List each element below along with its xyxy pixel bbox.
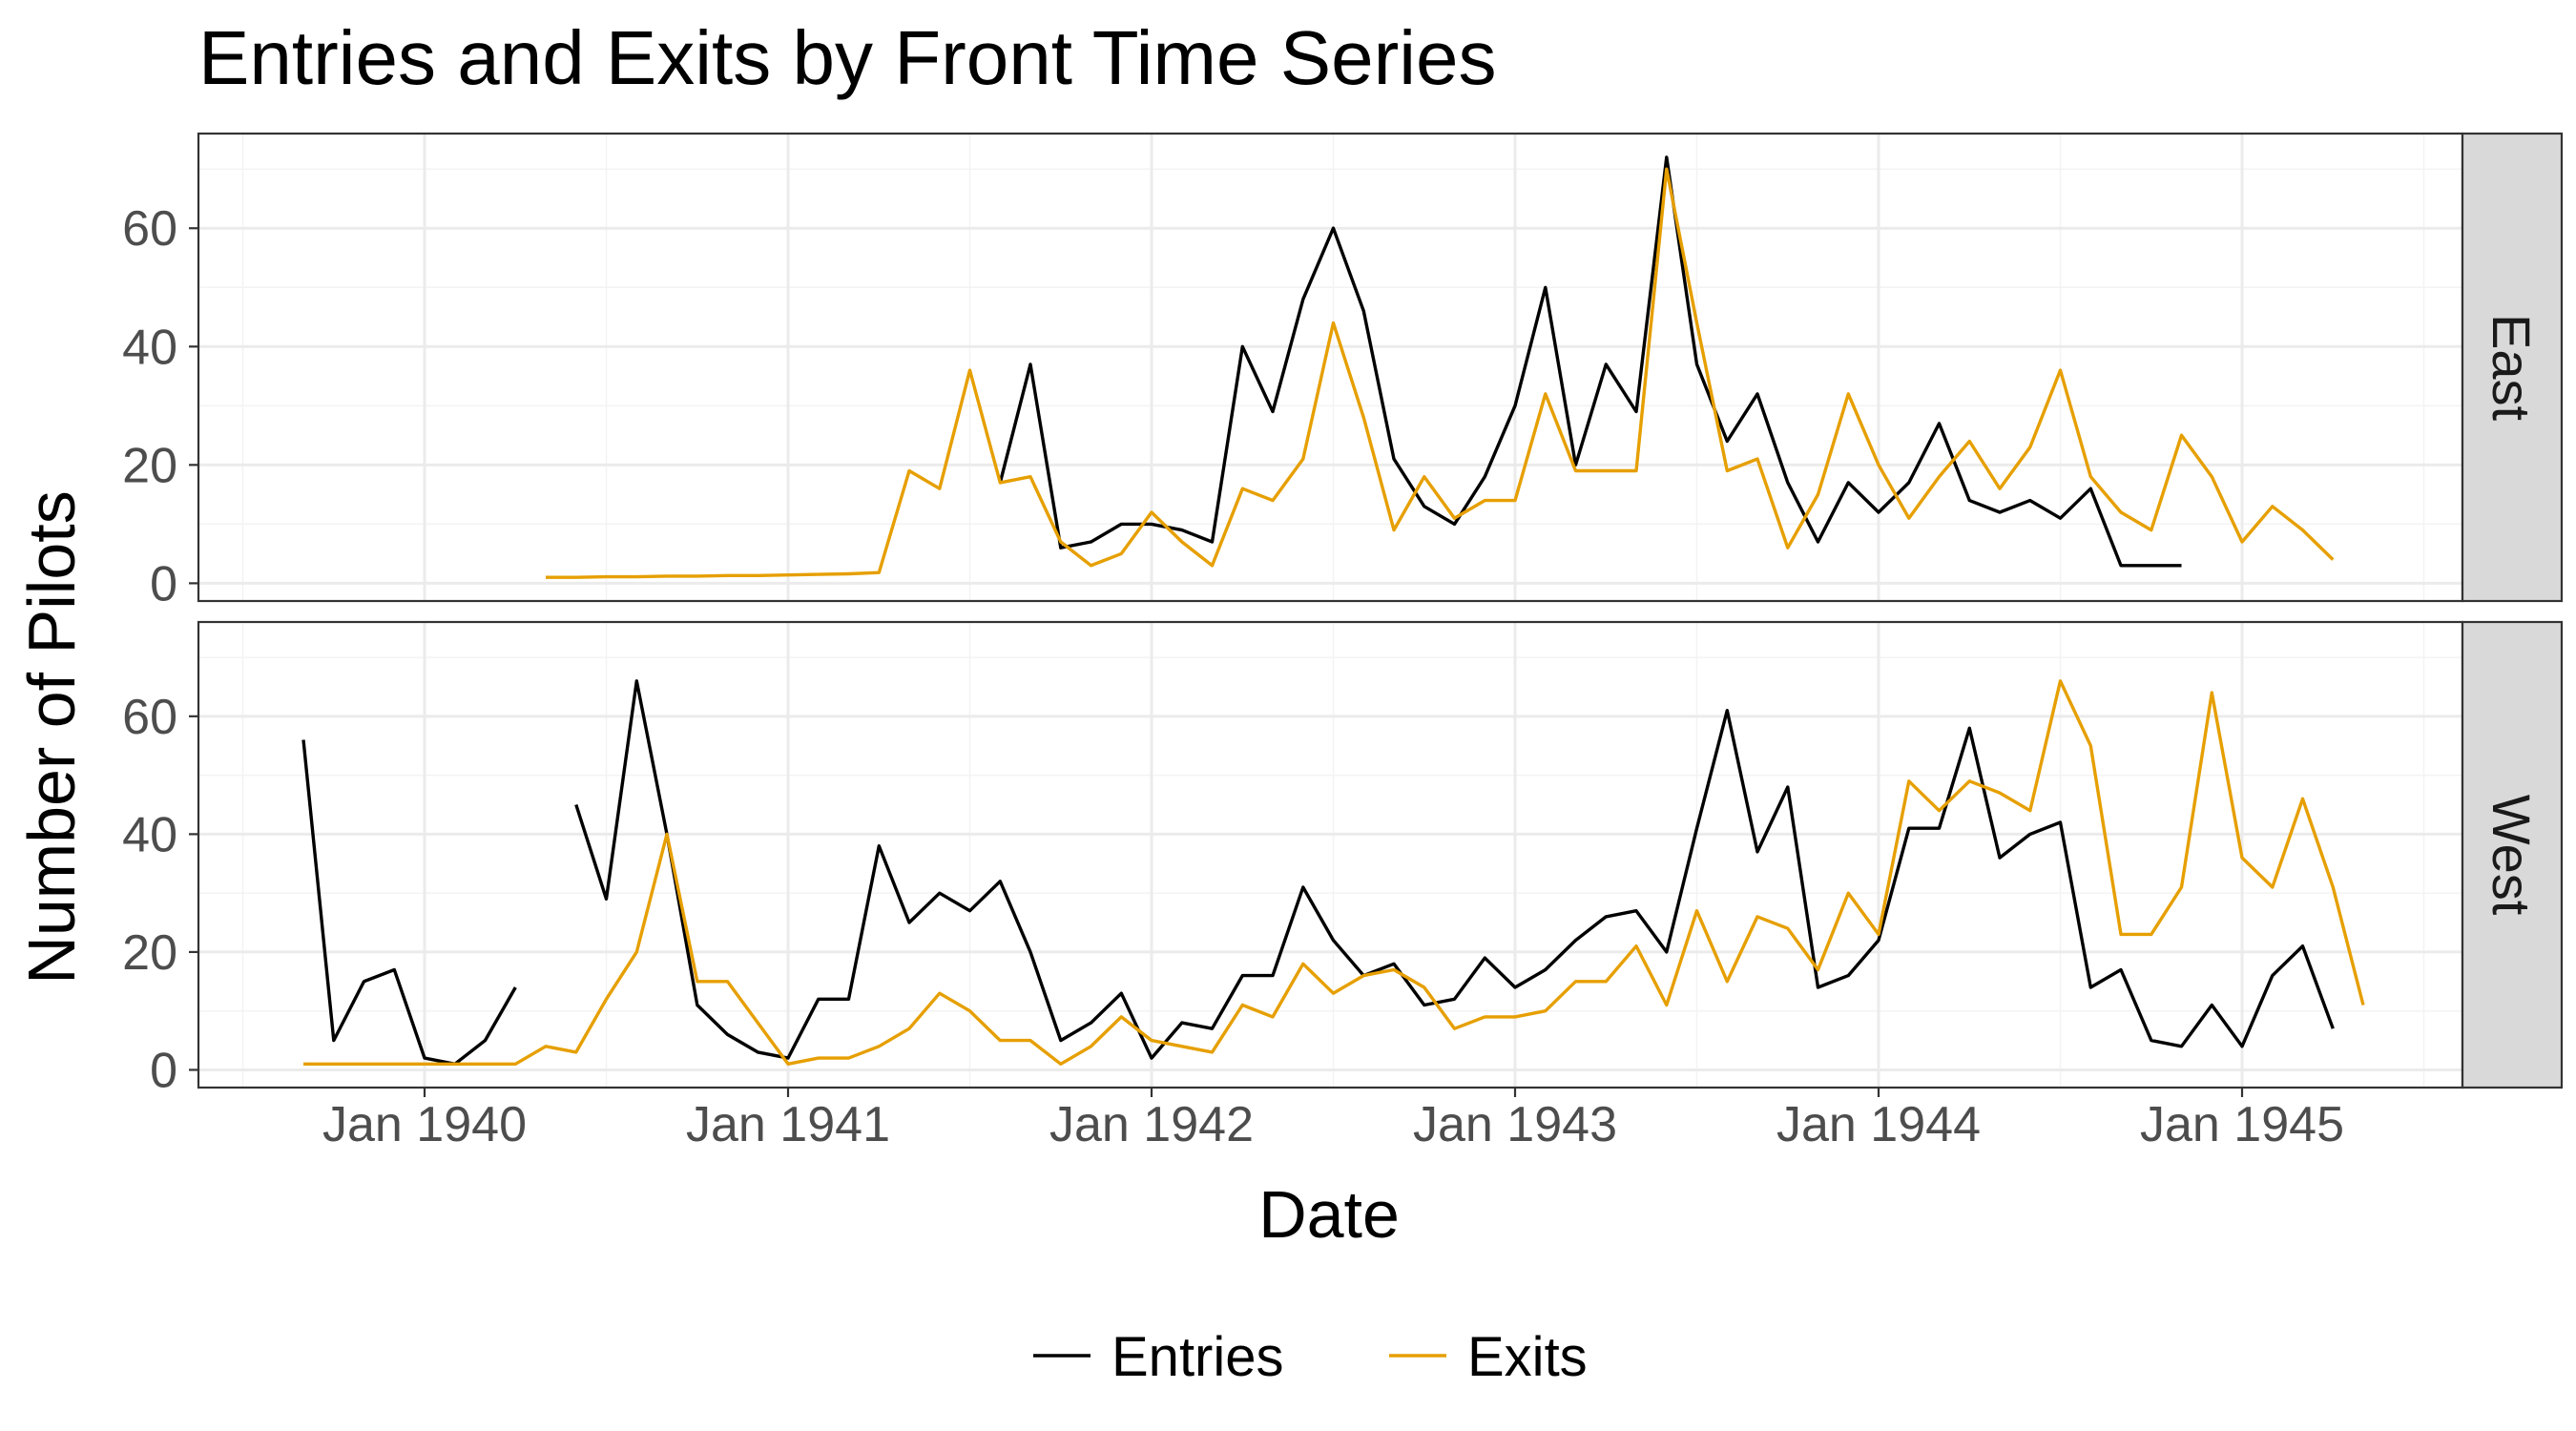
y-tick-label: 20 — [122, 438, 177, 493]
y-tick-label: 0 — [150, 556, 177, 612]
x-tick-label: Jan 1943 — [1413, 1097, 1617, 1152]
panel-background — [198, 134, 2462, 601]
x-tick-label: Jan 1940 — [322, 1097, 527, 1152]
series-line-entries — [301, 739, 517, 1067]
panel-background — [198, 622, 2462, 1088]
series-line-entries — [998, 156, 2182, 568]
y-tick-label: 60 — [122, 690, 177, 745]
series-line-entries — [574, 679, 2335, 1060]
y-tick-label: 40 — [122, 807, 177, 862]
plot-area: 0 20 40 60 East 0 20 40 60 West Jan 1940 Jan 1941 Ja… — [122, 132, 2564, 1152]
facet-panel-east: 0 20 40 60 East — [122, 132, 2564, 612]
x-axis-title: Date — [1258, 1177, 1400, 1252]
legend: Entries Exits — [1033, 1326, 1588, 1388]
facet-strip-label: West — [2482, 795, 2542, 916]
y-tick-label: 60 — [122, 201, 177, 257]
x-tick-label: Jan 1941 — [686, 1097, 890, 1152]
chart-title: Entries and Exits by Front Time Series — [198, 15, 1497, 100]
x-tick-label: Jan 1942 — [1049, 1097, 1254, 1152]
y-tick-label: 20 — [122, 925, 177, 981]
legend-label-entries: Entries — [1111, 1326, 1284, 1388]
facet-panel-west: 0 20 40 60 West — [122, 620, 2564, 1098]
series-line-exits — [546, 167, 2335, 579]
y-axis-title: Number of Pilots — [14, 490, 89, 984]
facet-strip-label: East — [2482, 314, 2542, 421]
y-tick-label: 40 — [122, 320, 177, 375]
series-line-exits — [303, 679, 2365, 1067]
legend-label-exits: Exits — [1467, 1326, 1588, 1388]
facet-strip — [2461, 132, 2564, 603]
facet-strip — [2461, 620, 2564, 1089]
x-tick-label: Jan 1945 — [2140, 1097, 2344, 1152]
x-tick-label: Jan 1944 — [1776, 1097, 1981, 1152]
y-tick-label: 0 — [150, 1043, 177, 1098]
